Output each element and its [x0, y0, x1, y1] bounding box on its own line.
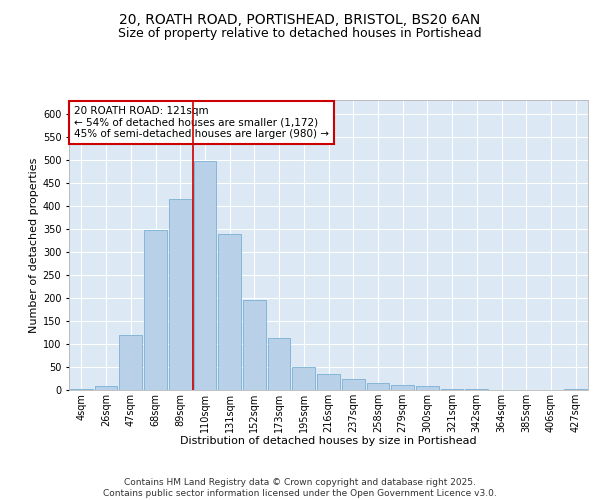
X-axis label: Distribution of detached houses by size in Portishead: Distribution of detached houses by size …	[180, 436, 477, 446]
Text: Size of property relative to detached houses in Portishead: Size of property relative to detached ho…	[118, 28, 482, 40]
Bar	[367, 382, 389, 390]
Bar	[119, 335, 142, 390]
Bar	[218, 234, 241, 390]
Bar	[441, 389, 463, 390]
Bar	[268, 338, 290, 390]
Bar	[144, 230, 167, 390]
Y-axis label: Number of detached properties: Number of detached properties	[29, 158, 38, 332]
Text: 20, ROATH ROAD, PORTISHEAD, BRISTOL, BS20 6AN: 20, ROATH ROAD, PORTISHEAD, BRISTOL, BS2…	[119, 12, 481, 26]
Bar	[317, 374, 340, 390]
Bar	[466, 389, 488, 390]
Bar	[391, 386, 414, 390]
Bar	[70, 388, 93, 390]
Bar	[342, 379, 365, 390]
Bar	[194, 161, 216, 390]
Bar	[292, 367, 315, 390]
Bar	[95, 386, 118, 390]
Bar	[416, 386, 439, 390]
Bar	[243, 300, 266, 390]
Bar	[564, 389, 587, 390]
Text: Contains HM Land Registry data © Crown copyright and database right 2025.
Contai: Contains HM Land Registry data © Crown c…	[103, 478, 497, 498]
Bar	[169, 199, 191, 390]
Text: 20 ROATH ROAD: 121sqm
← 54% of detached houses are smaller (1,172)
45% of semi-d: 20 ROATH ROAD: 121sqm ← 54% of detached …	[74, 106, 329, 139]
